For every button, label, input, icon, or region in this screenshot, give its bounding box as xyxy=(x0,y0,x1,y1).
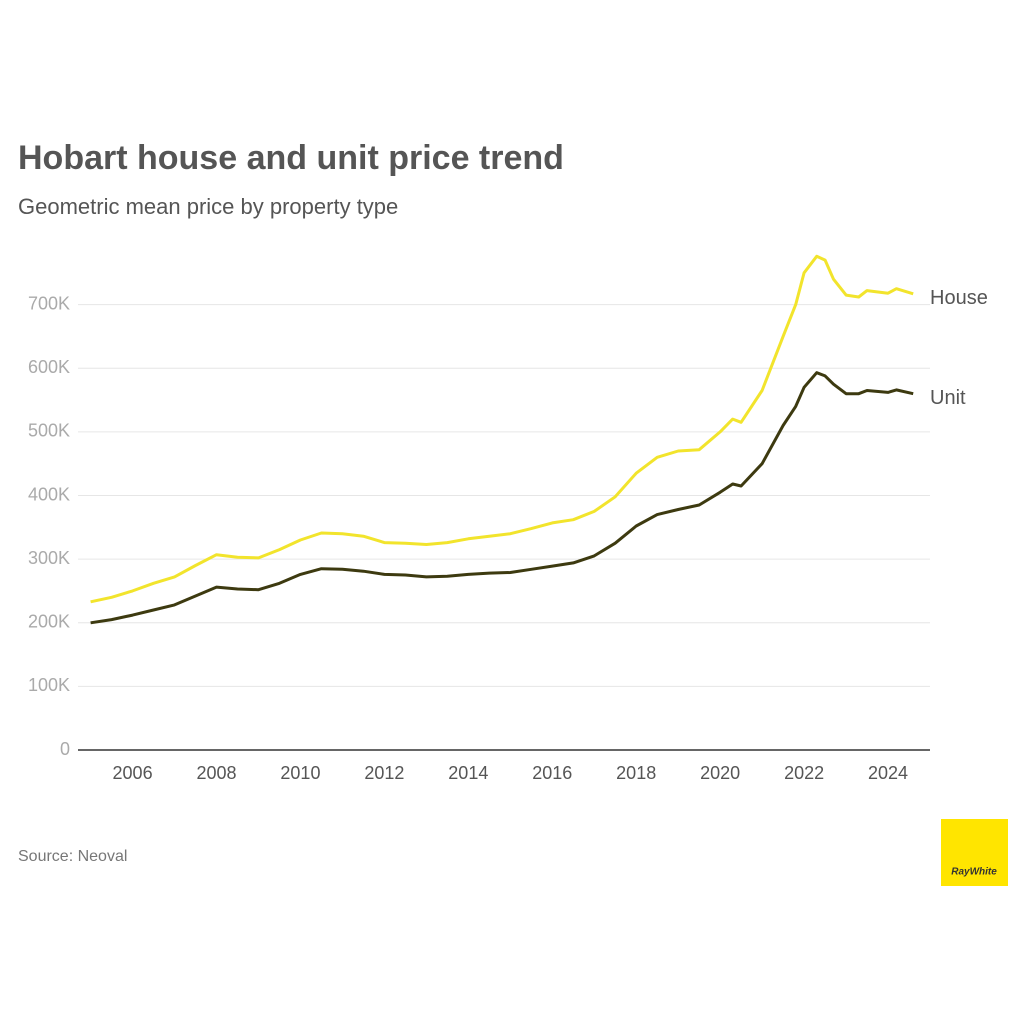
x-tick-label: 2020 xyxy=(700,763,740,783)
x-tick-label: 2018 xyxy=(616,763,656,783)
x-tick-label: 2024 xyxy=(868,763,908,783)
line xyxy=(90,254,914,604)
line xyxy=(90,371,914,625)
chart-subtitle: Geometric mean price by property type xyxy=(18,194,398,219)
y-tick-label: 100K xyxy=(28,675,70,695)
x-tick-label: 2012 xyxy=(364,763,404,783)
y-tick-label: 700K xyxy=(28,293,70,313)
y-tick-label: 400K xyxy=(28,484,70,504)
source: Source: Neoval xyxy=(18,848,127,865)
logo-box xyxy=(941,819,1008,886)
x-tick-label: 2006 xyxy=(113,763,153,783)
chart-title: Hobart house and unit price trend xyxy=(18,139,564,177)
y-tick-label: 600K xyxy=(28,357,70,377)
x-tick-label: 2022 xyxy=(784,763,824,783)
y-tick-label: 0 xyxy=(60,739,70,759)
y-tick-label: 300K xyxy=(28,548,70,568)
logo: RayWhite xyxy=(951,867,997,878)
x-tick-label: 2010 xyxy=(280,763,320,783)
x-tick-label: 2008 xyxy=(196,763,236,783)
legend-label: House xyxy=(930,287,988,309)
x-tick-label: 2016 xyxy=(532,763,572,783)
legend-label: Unit xyxy=(930,387,966,409)
y-tick-label: 500K xyxy=(28,421,70,441)
x-tick-label: 2014 xyxy=(448,763,488,783)
y-tick-label: 200K xyxy=(28,612,70,632)
